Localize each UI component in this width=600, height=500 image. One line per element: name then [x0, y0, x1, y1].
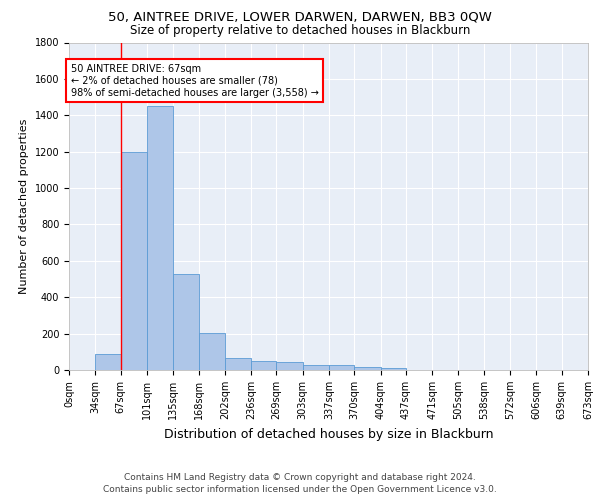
Bar — [121, 152, 147, 370]
X-axis label: Distribution of detached houses by size in Blackburn: Distribution of detached houses by size … — [164, 428, 493, 440]
Bar — [277, 362, 302, 370]
Bar — [199, 332, 225, 370]
Bar — [147, 106, 173, 370]
Bar — [329, 366, 355, 370]
Text: 50 AINTREE DRIVE: 67sqm
← 2% of detached houses are smaller (78)
98% of semi-det: 50 AINTREE DRIVE: 67sqm ← 2% of detached… — [71, 64, 319, 98]
Text: Contains HM Land Registry data © Crown copyright and database right 2024.
Contai: Contains HM Land Registry data © Crown c… — [103, 472, 497, 494]
Bar — [173, 274, 199, 370]
Y-axis label: Number of detached properties: Number of detached properties — [19, 118, 29, 294]
Text: 50, AINTREE DRIVE, LOWER DARWEN, DARWEN, BB3 0QW: 50, AINTREE DRIVE, LOWER DARWEN, DARWEN,… — [108, 11, 492, 24]
Bar — [95, 354, 121, 370]
Bar — [251, 361, 277, 370]
Bar — [380, 368, 406, 370]
Bar — [302, 364, 329, 370]
Bar — [355, 368, 380, 370]
Bar — [225, 358, 251, 370]
Text: Size of property relative to detached houses in Blackburn: Size of property relative to detached ho… — [130, 24, 470, 37]
